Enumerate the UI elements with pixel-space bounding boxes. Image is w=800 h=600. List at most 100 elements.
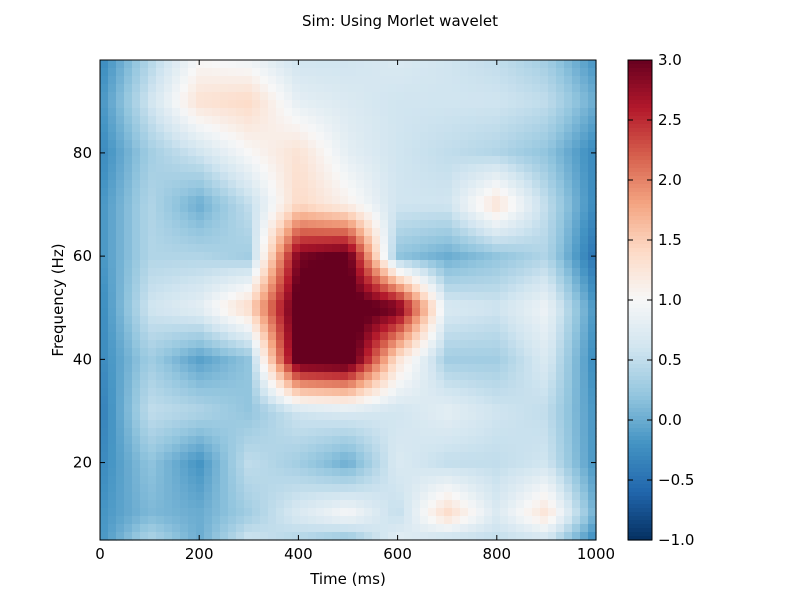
heatmap-cell [188,68,197,77]
heatmap-cell [468,228,477,237]
heatmap-cell [292,116,301,125]
heatmap-cell [212,524,221,533]
heatmap-cell [140,180,149,189]
heatmap-cell [284,508,293,517]
colorbar-segment [628,88,652,93]
heatmap-cell [564,156,573,165]
heatmap-cell [188,524,197,533]
heatmap-cell [412,492,421,501]
heatmap-cell [292,388,301,397]
heatmap-cell [380,180,389,189]
heatmap-cell [500,492,509,501]
heatmap-cell [524,380,533,389]
heatmap-cell [380,268,389,277]
heatmap-cell [188,164,197,173]
heatmap-cell [332,148,341,157]
heatmap-cell [300,60,309,69]
heatmap-cell [556,444,565,453]
heatmap-cell [492,332,501,341]
heatmap-cell [372,204,381,213]
heatmap-cell [388,204,397,213]
heatmap-cell [428,508,437,517]
heatmap-cell [420,396,429,405]
heatmap-cell [380,252,389,261]
heatmap-cell [172,412,181,421]
heatmap-cell [516,68,525,77]
heatmap-cell [540,60,549,69]
heatmap-cell [572,140,581,149]
colorbar-segment [628,272,652,277]
heatmap-cell [580,412,589,421]
heatmap-cell [564,324,573,333]
heatmap-cell [124,108,133,117]
heatmap-cell [404,228,413,237]
heatmap-cell [228,92,237,101]
heatmap-cell [404,124,413,133]
heatmap-cell [276,260,285,269]
heatmap-cell [172,308,181,317]
heatmap-cell [148,428,157,437]
heatmap-cell [284,308,293,317]
heatmap-cell [572,316,581,325]
heatmap-cell [476,228,485,237]
heatmap-cell [564,436,573,445]
heatmap-cell [548,356,557,365]
heatmap-cell [100,196,109,205]
heatmap-cell [124,396,133,405]
heatmap-cell [500,332,509,341]
heatmap-cell [124,340,133,349]
heatmap-cell [532,84,541,93]
heatmap-cell [292,412,301,421]
heatmap-cell [252,204,261,213]
heatmap-cell [324,316,333,325]
heatmap-cell [308,228,317,237]
heatmap-cell [460,68,469,77]
heatmap-cell [316,348,325,357]
heatmap-cell [468,388,477,397]
heatmap-cell [340,228,349,237]
heatmap-cell [452,220,461,229]
heatmap-cell [212,148,221,157]
heatmap-cell [396,404,405,413]
heatmap-cell [300,412,309,421]
heatmap-cell [252,412,261,421]
heatmap-cell [140,188,149,197]
heatmap-cell [236,68,245,77]
colorbar-segment [628,216,652,221]
heatmap-cell [484,332,493,341]
heatmap-cell [268,100,277,109]
heatmap-cell [452,196,461,205]
heatmap-cell [556,308,565,317]
heatmap-cell [492,396,501,405]
heatmap-cell [404,236,413,245]
heatmap-cell [268,500,277,509]
heatmap-cell [316,100,325,109]
heatmap-cell [428,412,437,421]
heatmap-cell [204,364,213,373]
heatmap-cell [508,212,517,221]
heatmap-cell [188,292,197,301]
heatmap-cell [388,412,397,421]
heatmap-cell [484,388,493,397]
heatmap-cell [540,484,549,493]
heatmap-cell [548,84,557,93]
heatmap-cell [100,100,109,109]
heatmap-cell [156,372,165,381]
heatmap-cell [252,196,261,205]
heatmap-cell [132,516,141,525]
heatmap-cell [276,500,285,509]
heatmap-cell [316,476,325,485]
heatmap-cell [260,292,269,301]
heatmap-cell [500,92,509,101]
heatmap-cell [324,140,333,149]
heatmap-cell [100,180,109,189]
heatmap-cell [516,332,525,341]
heatmap-cell [324,396,333,405]
heatmap-cell [500,68,509,77]
heatmap-cell [588,300,597,309]
heatmap-cell [580,476,589,485]
colorbar-tick-label: 2.0 [658,171,682,189]
heatmap-cell [460,324,469,333]
heatmap-cell [252,244,261,253]
heatmap-cell [556,324,565,333]
